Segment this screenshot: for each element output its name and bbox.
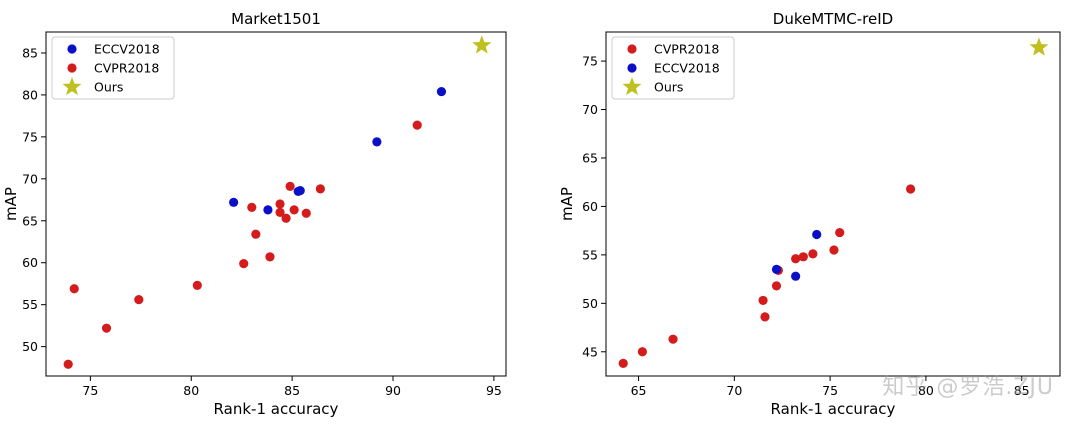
- x-tick-label: 80: [183, 383, 199, 398]
- data-point: [69, 284, 79, 294]
- legend-label: CVPR2018: [654, 42, 719, 57]
- x-tick-label: 65: [631, 383, 647, 398]
- plot-frame: [605, 31, 1061, 377]
- data-point: [275, 207, 285, 217]
- y-tick-label: 65: [582, 150, 598, 165]
- data-point: [134, 295, 144, 305]
- data-point: [905, 184, 916, 194]
- data-point: [63, 359, 73, 369]
- legend-marker-star: [62, 77, 82, 96]
- data-point: [295, 185, 305, 196]
- legend-label: CVPR2018: [94, 61, 159, 76]
- y-tick-label: 85: [22, 45, 38, 60]
- y-tick-label: 55: [22, 297, 38, 312]
- legend-label: ECCV2018: [654, 61, 720, 76]
- data-point: [758, 295, 768, 306]
- x-tick-label: 75: [822, 383, 838, 398]
- data-point: [808, 249, 818, 259]
- data-point: [281, 213, 291, 223]
- y-tick-label: 60: [582, 199, 598, 214]
- y-tick-label: 65: [22, 213, 38, 228]
- data-point: [265, 252, 275, 262]
- x-axis-label: Rank-1 accuracy: [771, 400, 896, 418]
- legend-label: Ours: [654, 80, 683, 95]
- data-point: [275, 199, 285, 209]
- data-point: [812, 229, 822, 240]
- x-axis-label: Rank-1 accuracy: [214, 400, 339, 418]
- data-point: [618, 358, 628, 369]
- x-tick-label: 75: [82, 383, 98, 398]
- data-point: [798, 252, 808, 262]
- data-point: [101, 323, 112, 333]
- y-tick-label: 70: [22, 171, 38, 186]
- data-point: [771, 264, 782, 275]
- data-point: [239, 258, 249, 269]
- data-point: [760, 312, 770, 322]
- y-tick-label: 70: [582, 102, 598, 117]
- y-tick-label: 75: [582, 54, 598, 69]
- data-point: [301, 208, 311, 218]
- data-point: [791, 254, 801, 264]
- watermark: 知乎 @罗浩.ZJU: [882, 375, 1054, 400]
- x-tick-label: 80: [918, 383, 934, 398]
- y-tick-label: 75: [22, 129, 38, 144]
- y-axis-label: mAP: [2, 187, 20, 221]
- data-point: [412, 120, 422, 130]
- data-point: [771, 281, 782, 291]
- data-point: [835, 227, 845, 238]
- data-point: [829, 245, 839, 255]
- data-point: [289, 205, 299, 215]
- data-point: [229, 197, 239, 207]
- legend-box: [51, 36, 175, 100]
- data-point: [372, 137, 382, 147]
- data-point: [192, 280, 202, 290]
- y-tick-label: 45: [582, 344, 598, 359]
- plot-frame: [45, 31, 507, 377]
- legend-label: ECCV2018: [94, 42, 160, 57]
- data-point: [436, 86, 447, 97]
- legend-label: Ours: [94, 80, 123, 95]
- chart-1: Market1501 75 80 85 90 95 50 55 60 65 70 75 80 85 Rank…: [2, 10, 507, 418]
- x-tick-label: 85: [284, 383, 300, 398]
- y-tick-label: 60: [22, 255, 38, 270]
- x-tick-label: 85: [1014, 383, 1030, 398]
- y-tick-label: 80: [22, 87, 38, 102]
- chart-2: DukeMTMC-reID 65 70 75 80 85 45 50 55 60 65 70 75 Ran…: [558, 10, 1061, 418]
- y-tick-label: 50: [22, 339, 38, 354]
- y-tick-label: 55: [582, 247, 598, 262]
- data-point-star: [1029, 37, 1049, 56]
- data-point: [637, 347, 647, 357]
- legend-marker-star: [622, 77, 642, 96]
- chart-title: Market1501: [231, 10, 321, 28]
- chart-title: DukeMTMC-reID: [773, 10, 893, 28]
- data-point: [247, 202, 257, 212]
- legend-marker: [67, 44, 77, 54]
- data-point: [263, 205, 273, 215]
- legend-marker: [627, 44, 637, 54]
- data-point: [315, 184, 325, 194]
- x-tick-label: 95: [486, 383, 502, 398]
- data-point: [791, 271, 801, 281]
- data-point: [251, 229, 261, 239]
- legend-marker: [627, 63, 637, 73]
- data-point-star: [472, 35, 492, 54]
- y-tick-label: 50: [582, 296, 598, 311]
- data-point: [668, 334, 678, 344]
- x-tick-label: 90: [385, 383, 401, 398]
- legend-marker: [67, 63, 77, 73]
- legend-box: [611, 36, 735, 100]
- y-axis-label: mAP: [558, 187, 576, 221]
- data-point: [285, 181, 295, 191]
- x-tick-label: 70: [726, 383, 742, 398]
